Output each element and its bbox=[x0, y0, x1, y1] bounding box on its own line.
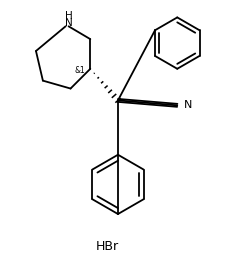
Text: N: N bbox=[64, 18, 72, 28]
Text: H: H bbox=[64, 11, 72, 21]
Text: HBr: HBr bbox=[95, 240, 118, 253]
Text: N: N bbox=[183, 100, 192, 110]
Text: &1: &1 bbox=[74, 66, 85, 75]
